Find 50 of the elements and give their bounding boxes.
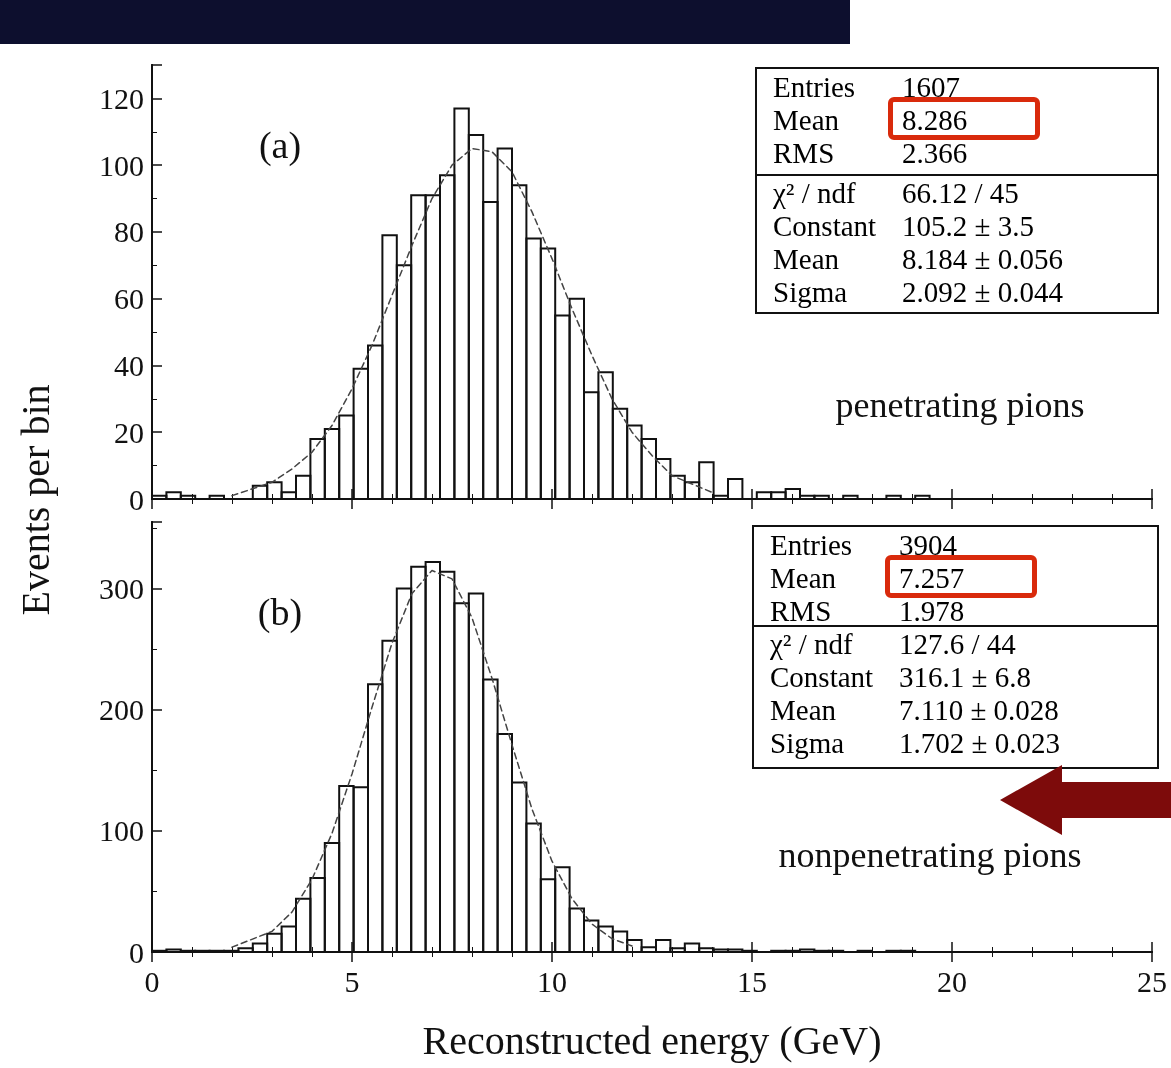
x-tick-label: 20: [937, 964, 967, 998]
annotation: Sigma: [773, 276, 848, 309]
annotation: Mean: [773, 104, 840, 137]
y-tick-label: 80: [114, 215, 144, 249]
annotation: Constant: [770, 661, 874, 694]
annotation: Constant: [773, 210, 877, 243]
y-tick-label: 40: [114, 348, 144, 382]
annotation: 127.6 / 44: [899, 628, 1016, 661]
y-tick-label: 200: [99, 693, 144, 727]
annotation: 66.12 / 45: [902, 177, 1019, 210]
y-tick-label: 60: [114, 282, 144, 316]
annotation: 8.184 ± 0.056: [902, 243, 1063, 276]
annotation: 1.702 ± 0.023: [899, 727, 1060, 760]
y-tick-label: 100: [99, 148, 144, 182]
y-tick-label: 300: [99, 572, 144, 606]
annotation: penetrating pions: [835, 384, 1085, 426]
annotation: 7.257: [899, 562, 965, 595]
annotation: 105.2 ± 3.5: [902, 210, 1034, 243]
annotation: 1607: [902, 71, 960, 104]
annotation: 2.366: [902, 137, 968, 170]
annotation: 3904: [899, 529, 957, 562]
y-axis-title: Events per bin: [11, 384, 59, 616]
x-tick-label: 10: [537, 964, 567, 998]
y-tick-label: 120: [99, 81, 144, 115]
annotation: Sigma: [770, 727, 845, 760]
annotation: (a): [258, 123, 302, 167]
annotation: 8.286: [902, 104, 968, 137]
y-tick-label: 0: [129, 482, 144, 516]
annotation: 1.978: [899, 595, 965, 628]
annotation: χ² / ndf: [773, 177, 856, 210]
annotation: nonpenetrating pions: [778, 834, 1082, 876]
annotation: Mean: [770, 694, 837, 727]
annotation: Entries: [770, 529, 853, 562]
annotation: (b): [257, 590, 303, 634]
annotation: 316.1 ± 6.8: [899, 661, 1031, 694]
x-tick-label: 5: [344, 964, 360, 998]
annotation: 2.092 ± 0.044: [902, 276, 1063, 309]
y-tick-label: 0: [129, 935, 144, 969]
x-tick-label: 15: [737, 964, 767, 998]
annotation: Mean: [770, 562, 837, 595]
annotation: 7.110 ± 0.028: [899, 694, 1059, 727]
annotation: χ² / ndf: [770, 628, 853, 661]
y-tick-label: 100: [99, 814, 144, 848]
x-tick-label: 25: [1137, 964, 1167, 998]
annotation: Mean: [773, 243, 840, 276]
annotation: Entries: [773, 71, 856, 104]
annotation: RMS: [773, 137, 835, 170]
annotation: RMS: [770, 595, 832, 628]
y-tick-label: 20: [114, 415, 144, 449]
x-axis-title: Reconstructed energy (GeV): [422, 1017, 882, 1063]
